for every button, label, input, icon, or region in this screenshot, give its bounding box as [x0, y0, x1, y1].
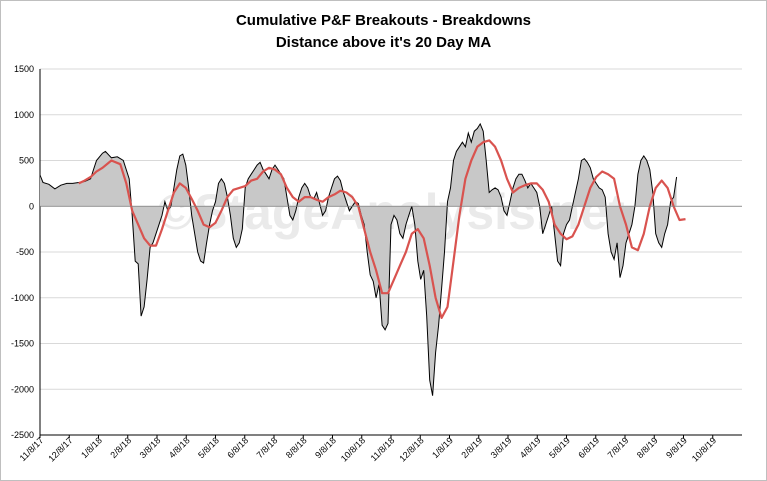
chart-title: Cumulative P&F Breakouts - Breakdowns: [235, 12, 532, 29]
x-tick-label: 3/8/18: [138, 435, 163, 460]
x-tick-label: 5/8/19: [547, 435, 572, 460]
x-tick-label: 2/8/19: [459, 435, 484, 460]
x-tick-label: 10/8/18: [339, 435, 367, 463]
y-tick-label: 0: [29, 201, 34, 211]
y-tick-label: -1000: [11, 293, 34, 303]
x-tick-label: 11/8/18: [369, 435, 397, 463]
y-tick-label: 500: [19, 156, 34, 166]
x-tick-label: 5/8/18: [196, 435, 221, 460]
x-tick-label: 12/8/18: [397, 435, 425, 463]
y-tick-label: -2000: [11, 384, 34, 394]
x-tick-label: 8/8/19: [635, 435, 660, 460]
y-tick-label: 1000: [14, 110, 34, 120]
x-tick-label: 8/8/18: [284, 435, 309, 460]
series-area: [40, 123, 677, 396]
x-tick-label: 7/8/19: [606, 435, 631, 460]
x-tick-label: 6/8/18: [225, 435, 250, 460]
x-tick-label: 9/8/18: [313, 435, 338, 460]
x-tick-label: 4/8/18: [167, 435, 192, 460]
x-tick-label: 2/8/18: [108, 435, 133, 460]
y-tick-label: -1500: [11, 339, 34, 349]
series-line: [39, 122, 678, 396]
x-tick-label: 10/8/19: [690, 435, 718, 463]
y-tick-label: -2500: [11, 430, 34, 440]
moving-average-line: [78, 139, 686, 319]
x-tick-label: 4/8/19: [518, 435, 543, 460]
x-tick-label: 3/8/19: [489, 435, 514, 460]
x-tick-label: 1/8/19: [430, 435, 455, 460]
y-tick-label: -500: [16, 247, 34, 257]
x-tick-label: 1/8/18: [79, 435, 104, 460]
x-tick-label: 6/8/19: [576, 435, 601, 460]
chart-subtitle: Distance above it's 20 Day MA: [275, 34, 492, 51]
x-tick-label: 9/8/19: [664, 435, 689, 460]
x-tick-label: 7/8/18: [255, 435, 280, 460]
y-tick-label: 1500: [14, 64, 34, 74]
x-tick-label: 12/8/17: [46, 435, 74, 463]
